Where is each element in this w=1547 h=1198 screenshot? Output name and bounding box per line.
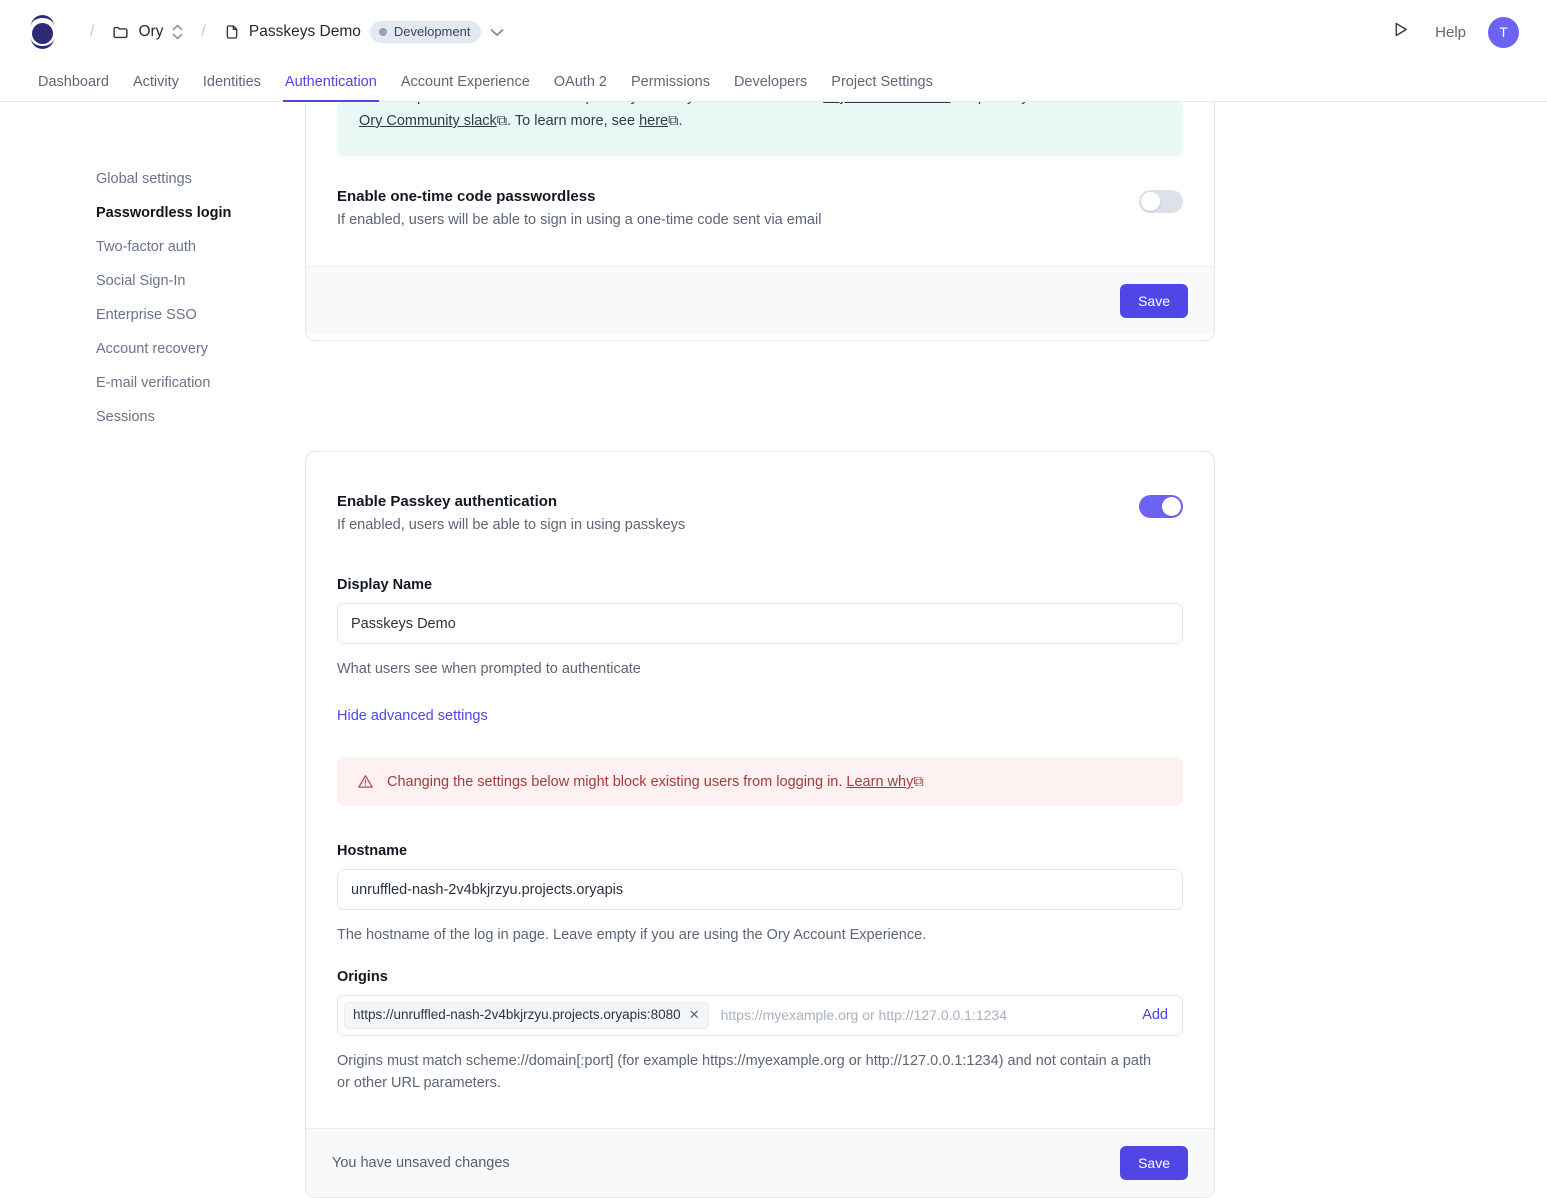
save-button[interactable]: Save [1120,1145,1188,1180]
tab-account-experience[interactable]: Account Experience [400,74,530,90]
one-time-code-title: Enable one-time code passwordless [337,188,596,205]
hostname-field: Hostname The hostname of the log in page… [337,843,1183,946]
external-link-icon-3: ⧉ [668,112,679,129]
logo-arc-top [31,15,54,26]
main-content: This is a preview feature. Please report… [275,102,1547,1198]
hide-advanced-settings-link[interactable]: Hide advanced settings [337,708,488,725]
sidebar-item-email-verification[interactable]: E-mail verification [96,375,211,391]
one-time-code-texts: Enable one-time code passwordless If ena… [337,188,1139,228]
tab-project-settings[interactable]: Project Settings [831,74,933,90]
hostname-label: Hostname [337,843,408,860]
main-nav-tabs: Dashboard Activity Identities Authentica… [0,64,1547,102]
display-name-field: Display Name What users see when prompte… [337,577,1183,680]
badge-label: Development [393,24,471,39]
page-layout: Global settings Passwordless login Two-f… [0,102,1547,1198]
tab-developers[interactable]: Developers [733,74,808,90]
tab-identities[interactable]: Identities [202,74,261,90]
passkey-toggle[interactable] [1139,495,1183,518]
ory-logo-icon[interactable] [30,15,56,49]
top-bar: / Ory / Passkeys Demo Development [0,0,1547,64]
origins-input-container: https://unruffled-nash-2v4bkjrzyu.projec… [337,994,1183,1036]
origins-input[interactable] [708,1007,1143,1024]
origins-field: Origins https://unruffled-nash-2v4bkjrzy… [337,969,1183,1095]
close-icon[interactable]: ✕ [688,1006,700,1022]
passkey-card-body: Enable Passkey authentication If enabled… [306,452,1214,1128]
passkey-toggle-row: Enable Passkey authentication If enabled… [337,485,1183,533]
passkey-title: Enable Passkey authentication [337,493,558,510]
origins-help: Origins must match scheme://domain[:port… [337,1052,1152,1092]
preview-feature-banner: This is a preview feature. Please report… [337,102,1183,156]
tab-activity[interactable]: Activity [132,74,179,90]
sidebar-item-sessions[interactable]: Sessions [96,409,155,425]
display-name-help: What users see when prompted to authenti… [337,661,641,677]
external-link-icon-2: ⧉ [496,112,508,129]
workspace-label: Ory [138,23,164,40]
passkey-card-footer: You have unsaved changes Save [306,1127,1214,1197]
passkey-warning-text: Changing the settings below might block … [387,773,847,790]
sidebar-item-account-recovery[interactable]: Account recovery [96,341,209,357]
passkey-card: Enable Passkey authentication If enabled… [305,451,1215,1198]
tab-authentication[interactable]: Authentication [273,74,389,102]
chevron-down-icon[interactable] [490,25,504,39]
breadcrumb-project[interactable]: Passkeys Demo Development [224,21,505,43]
passkey-warning-banner: Changing the settings below might block … [337,757,1183,807]
origins-label: Origins [337,968,388,985]
unsaved-changes-status: You have unsaved changes [332,1154,510,1171]
file-icon [224,23,240,41]
passkey-description: If enabled, users will be able to sign i… [337,517,686,533]
preview-text-1: This is a preview feature. Please report… [359,102,823,105]
display-name-label: Display Name [337,577,433,593]
origin-chip-label: https://unruffled-nash-2v4bkjrzyu.projec… [353,1007,681,1023]
learn-more-here-link[interactable]: here [639,112,669,129]
logo-arc-bottom [31,38,54,49]
origin-chip[interactable]: https://unruffled-nash-2v4bkjrzyu.projec… [344,1001,709,1029]
passkey-warning-text-wrap: Changing the settings below might block … [387,774,924,790]
preview-banner-text: This is a preview feature. Please report… [359,102,1161,134]
one-time-code-toggle[interactable] [1139,190,1183,213]
badge-dot-icon [378,27,387,36]
breadcrumb-separator-1: / [90,23,95,40]
preview-text-4: . [678,112,683,129]
avatar[interactable]: T [1488,16,1519,48]
one-time-code-card: This is a preview feature. Please report… [305,102,1215,341]
preview-text-3: . To learn more, see [507,112,640,129]
status-badge[interactable]: Development [369,21,482,43]
passkey-texts: Enable Passkey authentication If enabled… [337,493,1139,533]
settings-sidebar: Global settings Passwordless login Two-f… [0,102,275,1198]
preview-text-2: repository or contact us in the [961,102,1155,105]
sidebar-item-social-sign-in[interactable]: Social Sign-In [96,273,186,289]
sidebar-item-two-factor-auth[interactable]: Two-factor auth [96,239,196,255]
toggle-knob [1162,497,1181,516]
ory-community-slack-link[interactable]: Ory Community slack [359,112,497,129]
tab-oauth2[interactable]: OAuth 2 [553,74,607,90]
breadcrumb-separator-2: / [201,23,206,40]
hostname-input[interactable] [337,869,1183,911]
warning-triangle-icon [357,773,374,790]
one-time-code-description: If enabled, users will be able to sign i… [337,212,822,228]
passkey-body-bottom-spacer [337,1095,1183,1128]
external-link-icon-4: ⧉ [913,773,924,790]
play-icon[interactable] [1392,21,1409,43]
one-time-code-body: Enable one-time code passwordless If ena… [306,156,1214,228]
tab-permissions[interactable]: Permissions [630,74,710,90]
tab-dashboard[interactable]: Dashboard [38,74,109,90]
sidebar-item-global-settings[interactable]: Global settings [96,171,192,187]
add-origin-button[interactable]: Add [1142,1007,1168,1024]
one-time-code-toggle-row: Enable one-time code passwordless If ena… [337,156,1183,228]
toggle-knob [1141,192,1160,211]
ory-network-github-link[interactable]: Ory Network Github [823,102,950,105]
hostname-help: The hostname of the log in page. Leave e… [337,927,927,944]
external-link-icon-1: ⧉ [951,102,961,105]
one-time-code-card-footer: Save [306,266,1214,335]
display-name-input[interactable] [337,603,1183,644]
project-label: Passkeys Demo [248,23,361,40]
breadcrumb-workspace[interactable]: Ory [112,23,183,41]
folder-icon [112,24,129,41]
up-down-chevron-icon[interactable] [172,24,183,40]
sidebar-item-enterprise-sso[interactable]: Enterprise SSO [96,307,197,323]
learn-why-link[interactable]: Learn why [846,773,914,790]
save-button[interactable]: Save [1120,284,1188,318]
sidebar-item-passwordless-login[interactable]: Passwordless login [96,205,232,221]
help-link[interactable]: Help [1435,23,1466,41]
